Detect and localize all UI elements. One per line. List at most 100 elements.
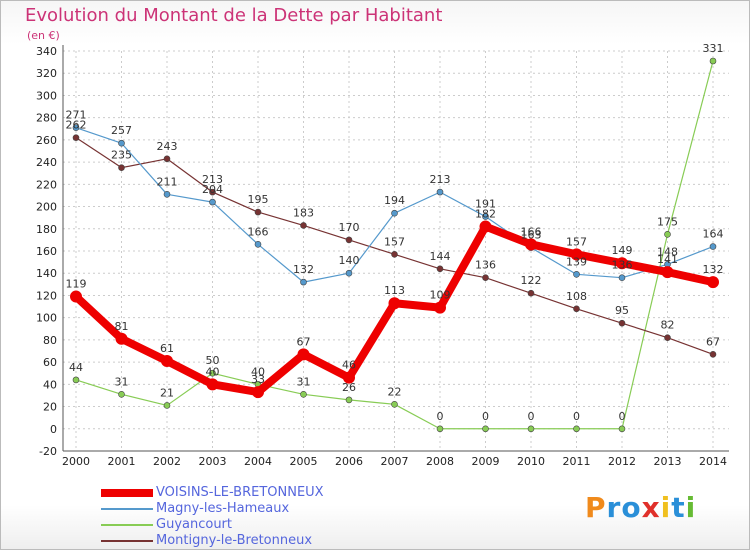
data-point xyxy=(72,124,80,131)
data-label: 149 xyxy=(612,244,633,257)
y-tick-label: 160 xyxy=(36,245,57,258)
data-label: 0 xyxy=(573,410,580,423)
data-label: 144 xyxy=(430,250,451,263)
data-point xyxy=(436,425,444,433)
data-label: 148 xyxy=(657,245,678,258)
data-label: 132 xyxy=(293,263,314,276)
data-label: 157 xyxy=(384,235,405,248)
data-label: 67 xyxy=(297,335,311,348)
y-tick-label: 320 xyxy=(36,67,57,80)
data-label: 235 xyxy=(111,149,132,162)
data-label: 195 xyxy=(248,193,269,206)
data-point xyxy=(482,274,489,281)
data-point xyxy=(254,208,262,216)
data-label: 81 xyxy=(115,320,129,333)
data-label: 182 xyxy=(475,208,496,221)
y-tick-label: 100 xyxy=(36,312,57,325)
data-label: 139 xyxy=(566,255,587,268)
data-point xyxy=(616,257,628,270)
data-point xyxy=(161,355,173,367)
x-tick-label: 2001 xyxy=(108,455,136,468)
data-label: 175 xyxy=(657,215,678,228)
data-label: 191 xyxy=(475,198,496,211)
data-point xyxy=(72,134,80,141)
x-tick-label: 2012 xyxy=(608,455,636,468)
data-label: 262 xyxy=(66,119,87,132)
data-point xyxy=(479,220,492,233)
data-point xyxy=(206,378,219,391)
x-tick-label: 2013 xyxy=(654,455,682,468)
x-tick-label: 2003 xyxy=(199,455,227,468)
legend-swatch xyxy=(101,489,153,497)
y-tick-label: 300 xyxy=(36,89,57,102)
data-label: 26 xyxy=(342,381,356,394)
y-tick-label: 60 xyxy=(43,356,57,369)
data-point xyxy=(163,155,171,163)
data-label: 40 xyxy=(251,365,265,378)
data-point xyxy=(573,425,580,433)
data-label: 122 xyxy=(521,274,542,287)
data-label: 0 xyxy=(482,410,489,423)
y-tick-label: 140 xyxy=(36,267,57,280)
data-label: 0 xyxy=(528,410,535,423)
data-point xyxy=(391,209,398,217)
x-tick-label: 2014 xyxy=(699,455,727,468)
legend-label: Magny-les-Hameaux xyxy=(156,501,290,516)
data-point xyxy=(664,334,671,341)
data-label: 166 xyxy=(248,225,269,238)
legend-swatch xyxy=(101,524,153,526)
y-tick-label: 340 xyxy=(36,45,57,58)
data-label: 33 xyxy=(251,373,265,386)
data-label: 141 xyxy=(657,253,678,266)
x-tick-label: 2009 xyxy=(472,455,500,468)
data-label: 140 xyxy=(339,254,360,267)
chart-title: Evolution du Montant de la Dette par Hab… xyxy=(25,5,443,26)
data-point xyxy=(345,396,353,404)
data-point xyxy=(482,213,489,220)
data-label: 170 xyxy=(339,221,360,234)
data-point xyxy=(300,278,307,286)
x-tick-label: 2008 xyxy=(426,455,454,468)
data-label: 61 xyxy=(160,342,174,355)
legend-swatch xyxy=(101,508,153,510)
data-label: 21 xyxy=(160,386,174,399)
data-point xyxy=(115,332,128,345)
data-point xyxy=(709,351,717,358)
data-point xyxy=(391,401,398,408)
data-point xyxy=(482,425,489,433)
data-label: 0 xyxy=(437,410,444,423)
x-tick-label: 2002 xyxy=(153,455,181,468)
data-label: 204 xyxy=(202,183,223,196)
data-point xyxy=(345,236,353,244)
y-tick-label: 200 xyxy=(36,201,57,214)
x-tick-label: 2000 xyxy=(62,455,90,468)
data-label: 271 xyxy=(66,109,87,122)
data-point xyxy=(618,425,626,433)
y-tick-label: 0 xyxy=(50,423,57,436)
data-label: 132 xyxy=(703,263,724,276)
data-point xyxy=(72,376,80,384)
data-point xyxy=(70,290,82,303)
data-label: 331 xyxy=(703,42,724,55)
data-label: 194 xyxy=(384,194,405,207)
legend-swatch xyxy=(101,540,153,542)
data-point xyxy=(297,348,310,361)
data-label: 82 xyxy=(661,319,675,332)
data-point xyxy=(618,274,626,281)
data-point xyxy=(345,269,353,277)
data-point xyxy=(436,188,444,196)
x-tick-label: 2011 xyxy=(563,455,591,468)
data-point xyxy=(300,391,307,398)
data-point xyxy=(209,198,216,206)
data-label: 46 xyxy=(342,359,356,372)
data-label: 157 xyxy=(566,235,587,248)
data-point xyxy=(118,391,125,398)
x-tick-label: 2004 xyxy=(244,455,272,468)
data-point xyxy=(300,222,307,229)
proxiti-logo: Proxiti xyxy=(585,491,697,524)
data-label: 213 xyxy=(430,173,451,186)
data-point xyxy=(570,248,583,261)
data-point xyxy=(434,301,446,314)
data-point xyxy=(163,191,171,198)
